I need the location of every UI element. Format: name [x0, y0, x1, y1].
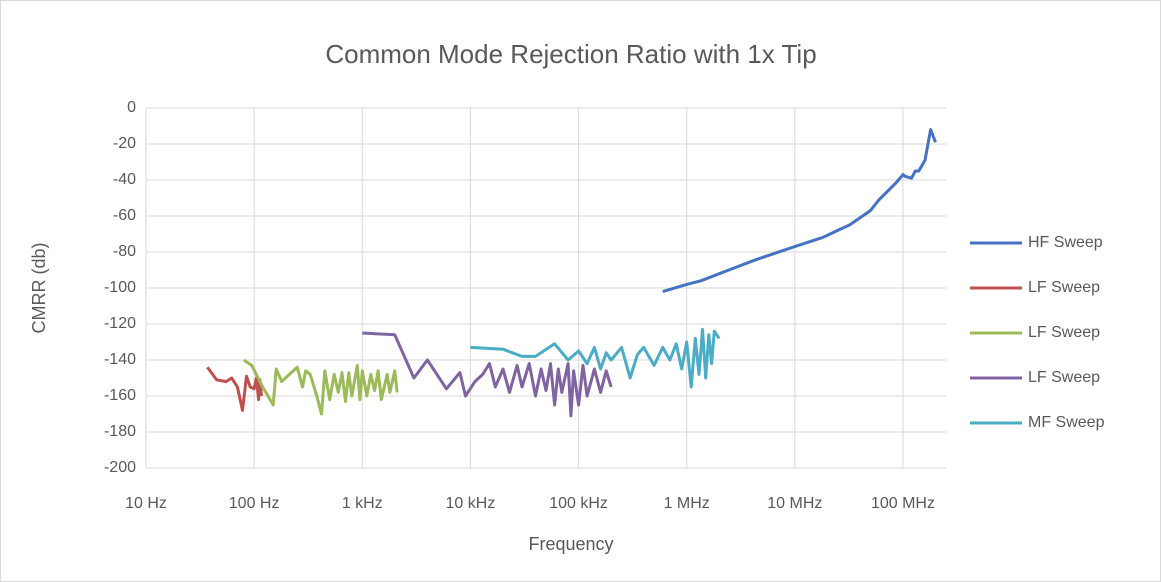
chart-title: Common Mode Rejection Ratio with 1x Tip — [325, 39, 816, 69]
y-axis-label: CMRR (db) — [29, 242, 49, 333]
y-tick-label: -120 — [104, 315, 136, 332]
legend-label: LF Sweep — [1028, 369, 1100, 386]
y-tick-label: -40 — [113, 171, 136, 188]
x-axis-label: Frequency — [528, 534, 613, 554]
y-tick-label: -100 — [104, 279, 136, 296]
x-tick-label: 100 Hz — [229, 495, 280, 512]
x-tick-label: 1 MHz — [664, 495, 710, 512]
series-line — [206, 366, 263, 412]
y-tick-label: -20 — [113, 135, 136, 152]
y-tick-label: -200 — [104, 459, 136, 476]
legend-label: LF Sweep — [1028, 324, 1100, 341]
x-tick-label: 10 kHz — [446, 495, 496, 512]
x-tick-label: 1 kHz — [342, 495, 383, 512]
y-tick-label: -160 — [104, 387, 136, 404]
legend-label: MF Sweep — [1028, 414, 1105, 431]
series-line — [362, 331, 613, 418]
y-tick-label: 0 — [127, 99, 136, 116]
x-tick-label: 100 kHz — [549, 495, 608, 512]
x-tick-label: 100 MHz — [871, 495, 935, 512]
y-tick-label: -140 — [104, 351, 136, 368]
series-line — [662, 128, 937, 294]
y-tick-label: -60 — [113, 207, 136, 224]
y-tick-label: -180 — [104, 423, 136, 440]
x-tick-label: 10 MHz — [767, 495, 822, 512]
series-line — [470, 327, 721, 389]
legend-label: HF Sweep — [1028, 234, 1103, 251]
x-tick-label: 10 Hz — [125, 495, 167, 512]
y-tick-label: -80 — [113, 243, 136, 260]
legend-label: LF Sweep — [1028, 279, 1100, 296]
series-line — [242, 358, 399, 416]
